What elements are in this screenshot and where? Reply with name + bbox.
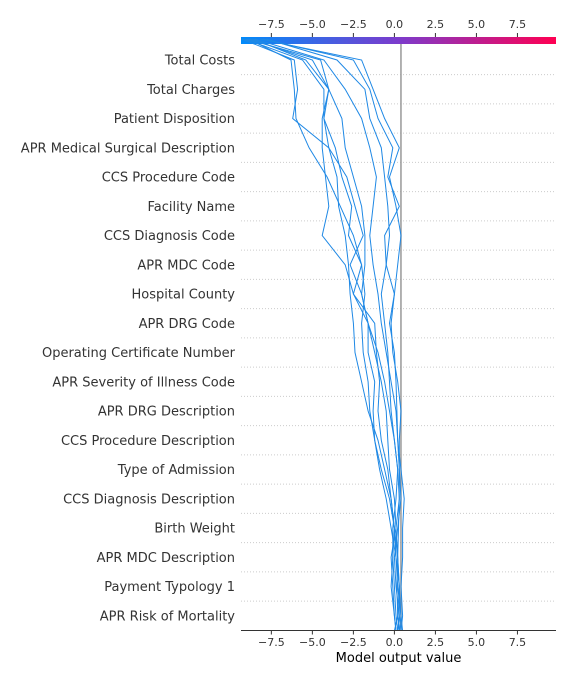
bottom-tick-label: 0.0 bbox=[386, 636, 404, 649]
feature-label: CCS Procedure Description bbox=[61, 434, 235, 449]
bottom-tick-label: −5.0 bbox=[299, 636, 326, 649]
feature-label: Total Costs bbox=[164, 54, 235, 69]
top-axis-ticks: −7.5 −5.0 −2.5 0.0 2.5 5.0 7.5 bbox=[258, 18, 526, 37]
bottom-tick-label: −2.5 bbox=[340, 636, 367, 649]
feature-label: CCS Procedure Code bbox=[102, 171, 235, 186]
feature-label: APR Severity of Illness Code bbox=[52, 375, 235, 390]
feature-label: APR MDC Code bbox=[137, 258, 235, 273]
decision-line bbox=[262, 38, 402, 631]
feature-label: Payment Typology 1 bbox=[104, 580, 235, 595]
x-axis-title: Model output value bbox=[336, 651, 462, 666]
bottom-tick-label: −7.5 bbox=[258, 636, 285, 649]
decision-line bbox=[244, 38, 397, 631]
decision-line bbox=[259, 38, 402, 631]
bottom-tick-label: 5.0 bbox=[468, 636, 486, 649]
decision-line bbox=[241, 38, 402, 631]
bottom-tick-label: 7.5 bbox=[509, 636, 527, 649]
feature-label: APR Medical Surgical Description bbox=[21, 141, 235, 156]
top-tick-label: 5.0 bbox=[468, 18, 486, 31]
feature-label: APR DRG Description bbox=[98, 405, 235, 420]
decision-line bbox=[266, 38, 400, 631]
feature-label: Hospital County bbox=[132, 288, 236, 303]
decision-line bbox=[254, 38, 405, 631]
top-tick-label: 2.5 bbox=[427, 18, 445, 31]
feature-label: APR MDC Description bbox=[97, 551, 235, 566]
feature-label: Facility Name bbox=[147, 200, 235, 215]
feature-label: Type of Admission bbox=[117, 463, 235, 478]
decision-line bbox=[248, 38, 404, 631]
feature-label: CCS Diagnosis Code bbox=[104, 229, 235, 244]
decision-line bbox=[249, 38, 400, 632]
bottom-axis-ticks: −7.5 −5.0 −2.5 0.0 2.5 5.0 7.5 bbox=[258, 630, 527, 649]
feature-label: APR DRG Code bbox=[139, 317, 235, 332]
feature-label: Operating Certificate Number bbox=[42, 346, 236, 361]
top-tick-label: −5.0 bbox=[299, 18, 326, 31]
feature-label: CCS Diagnosis Description bbox=[63, 492, 235, 507]
decision-lines bbox=[241, 38, 405, 632]
top-tick-label: 0.0 bbox=[386, 18, 404, 31]
feature-labels: Total Costs Total Charges Patient Disposit… bbox=[21, 54, 236, 625]
bottom-tick-label: 2.5 bbox=[427, 636, 445, 649]
decision-line bbox=[253, 38, 402, 631]
top-tick-label: 7.5 bbox=[509, 18, 527, 31]
top-tick-label: −2.5 bbox=[340, 18, 367, 31]
feature-label: Birth Weight bbox=[154, 522, 235, 537]
feature-label: APR Risk of Mortality bbox=[100, 609, 236, 624]
decision-line bbox=[246, 38, 399, 631]
top-tick-label: −7.5 bbox=[258, 18, 285, 31]
colorbar bbox=[241, 37, 556, 44]
feature-label: Total Charges bbox=[146, 83, 235, 98]
feature-label: Patient Disposition bbox=[114, 112, 235, 127]
